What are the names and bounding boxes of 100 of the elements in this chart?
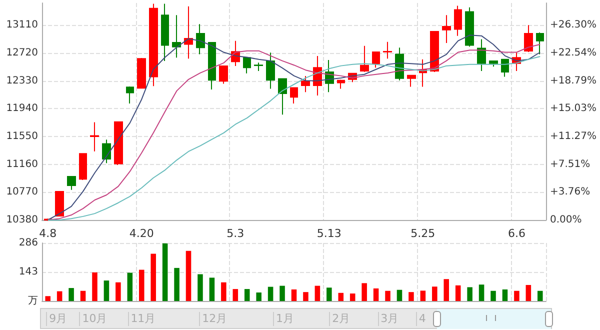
bar <box>80 290 86 301</box>
candlestick <box>254 62 263 72</box>
candlestick <box>360 45 369 72</box>
y2-tick-label: 0.00% <box>550 214 582 226</box>
bar <box>502 289 508 301</box>
candlestick <box>430 30 439 73</box>
candlestick <box>372 51 380 68</box>
candlestick <box>536 32 544 55</box>
bar <box>209 278 215 301</box>
y-tick-label: 12720 <box>6 47 38 58</box>
bar <box>514 290 520 301</box>
candlestick <box>79 152 87 181</box>
y-tick-label: 286 <box>18 238 38 248</box>
y-tick-label: 143 <box>18 266 38 278</box>
bar <box>373 288 379 301</box>
y2-tick-label: +26.30% <box>550 20 597 31</box>
bar <box>385 290 390 301</box>
range-slider: 9月 10月 11月 12月 1月 2月 3月 4 <box>40 308 552 329</box>
candlestick <box>301 76 310 93</box>
candlestick <box>243 56 251 74</box>
bar <box>256 292 262 301</box>
bar <box>92 272 98 301</box>
bar <box>326 288 332 301</box>
candlestick <box>454 5 462 36</box>
candlestick <box>278 78 287 116</box>
candlestick <box>137 57 146 90</box>
bar <box>268 286 274 301</box>
bar <box>280 286 285 301</box>
candlestick <box>524 24 533 52</box>
y2-tick-label: +18.79% <box>550 75 597 86</box>
bar <box>45 296 50 301</box>
x-tick-label: 4.8 <box>39 227 57 240</box>
bar <box>150 254 156 301</box>
y-tick-label: 10380 <box>6 214 38 226</box>
y-tick-label: 11160 <box>6 158 38 170</box>
y2-tick-label: +3.76% <box>550 186 590 198</box>
candlestick <box>90 122 99 152</box>
candlestick <box>501 58 509 78</box>
candlestick <box>290 86 298 104</box>
candlestick <box>465 6 474 48</box>
bar <box>350 293 356 301</box>
bar <box>420 290 426 301</box>
y-tick-label: 11940 <box>6 103 38 114</box>
bar <box>396 290 402 301</box>
candlestick <box>184 6 193 60</box>
candlestick <box>489 60 498 68</box>
candlestick <box>266 52 275 90</box>
y-tick-label: 10770 <box>6 186 38 198</box>
candlestick <box>102 139 111 164</box>
bar <box>232 289 238 301</box>
candlestick <box>55 190 64 217</box>
candlestick <box>196 24 205 55</box>
candlestick <box>383 41 392 60</box>
bar <box>244 289 250 301</box>
x-tick-label: 5.25 <box>410 227 436 240</box>
bar <box>338 292 344 301</box>
y2-tick-label: +15.03% <box>550 103 597 114</box>
y2-tick-label: +11.27% <box>550 131 597 142</box>
candlestick <box>126 86 134 104</box>
candlestick <box>219 64 228 84</box>
bar <box>198 274 203 301</box>
y-tick-label: 12330 <box>6 75 38 86</box>
candlestick <box>149 3 158 87</box>
bar <box>186 250 192 301</box>
x-tick-label: 5.3 <box>226 227 244 240</box>
x-tick-label: 4.20 <box>129 227 154 240</box>
bar <box>432 286 438 301</box>
y2-tick-label: +22.54% <box>550 48 597 59</box>
bar <box>444 279 450 301</box>
bar <box>362 283 367 301</box>
candlestick <box>477 38 486 72</box>
bar <box>221 282 226 301</box>
y-tick-label: 11550 <box>6 130 38 142</box>
bar <box>490 290 496 301</box>
x-tick-label: 5.13 <box>316 227 342 240</box>
bar <box>116 282 121 301</box>
bar <box>526 284 532 301</box>
bar <box>314 286 320 301</box>
bar <box>174 268 180 301</box>
y-tick-label: 13110 <box>6 20 38 31</box>
bar <box>162 243 168 301</box>
y2-tick-label: +7.51% <box>550 158 590 170</box>
bar <box>538 290 543 301</box>
bar <box>455 285 461 301</box>
candlestick <box>67 176 76 190</box>
bar <box>104 280 110 301</box>
bar <box>68 288 74 301</box>
bar <box>408 292 414 301</box>
bar <box>478 284 484 301</box>
candlestick <box>407 74 416 88</box>
bar <box>127 272 133 301</box>
bar <box>303 292 308 301</box>
bar <box>291 289 297 301</box>
bar <box>56 291 62 301</box>
x-tick-label: 6.6 <box>508 227 526 240</box>
candlestick <box>442 14 451 44</box>
candlestick <box>161 3 169 62</box>
candlestick <box>208 42 216 90</box>
bar <box>138 270 144 301</box>
y-tick-label: 万 <box>28 296 38 306</box>
